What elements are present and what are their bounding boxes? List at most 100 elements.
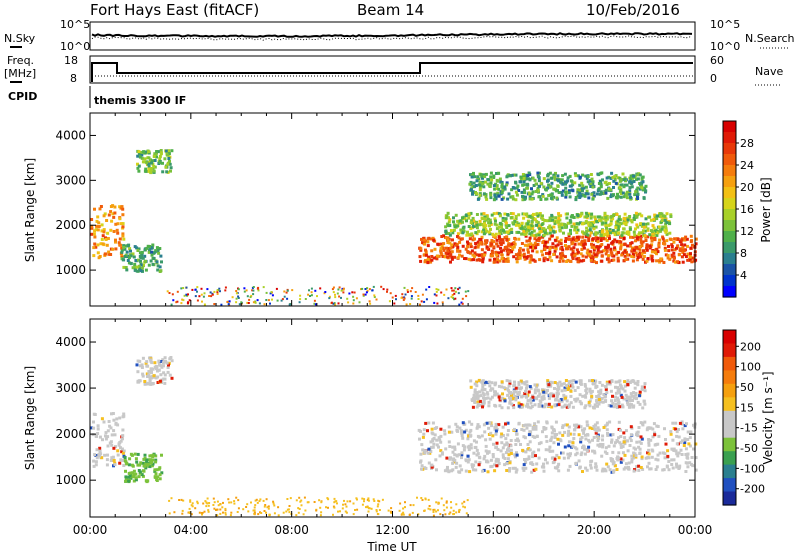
echo-cell bbox=[563, 225, 567, 229]
echo-cell bbox=[604, 191, 608, 195]
echo-cell bbox=[448, 457, 452, 461]
echo-cell bbox=[556, 382, 559, 386]
echo-cell bbox=[567, 189, 571, 193]
echo-cell bbox=[576, 174, 580, 178]
echo-cell bbox=[196, 290, 198, 293]
echo-cell bbox=[545, 439, 549, 443]
echo-cell bbox=[622, 397, 626, 401]
echo-cell bbox=[496, 260, 500, 264]
echo-cell bbox=[522, 183, 526, 187]
echo-cell bbox=[510, 231, 514, 234]
echo-cell bbox=[648, 215, 652, 219]
echo-cell bbox=[487, 230, 491, 234]
echo-cell bbox=[163, 381, 167, 385]
echo-cell bbox=[440, 497, 443, 500]
echo-cell bbox=[117, 442, 121, 446]
echo-cell bbox=[386, 290, 388, 293]
echo-cell bbox=[218, 287, 221, 290]
echo-cell bbox=[94, 463, 98, 467]
echo-cell bbox=[488, 185, 492, 188]
echo-cell bbox=[637, 426, 641, 429]
echo-cell bbox=[233, 502, 236, 505]
echo-cell bbox=[561, 259, 565, 263]
echo-cell bbox=[587, 196, 591, 200]
echo-cell bbox=[473, 185, 477, 189]
echo-cell bbox=[361, 287, 364, 290]
echo-cell bbox=[191, 502, 194, 505]
echo-cell bbox=[518, 180, 522, 184]
echo-cell bbox=[688, 444, 692, 448]
echo-cell bbox=[526, 222, 530, 226]
echo-cell bbox=[439, 427, 443, 431]
echo-cell bbox=[237, 288, 240, 291]
echo-cell bbox=[513, 427, 516, 431]
echo-cell bbox=[467, 216, 471, 220]
echo-cell bbox=[561, 174, 565, 178]
echo-cell bbox=[460, 453, 464, 457]
echo-cell bbox=[616, 439, 620, 443]
echo-cell bbox=[595, 434, 599, 438]
echo-cell bbox=[178, 499, 181, 501]
echo-cell bbox=[521, 248, 525, 252]
echo-cell bbox=[521, 173, 525, 176]
echo-cell bbox=[533, 383, 537, 387]
echo-cell bbox=[509, 439, 513, 442]
echo-cell bbox=[453, 453, 457, 457]
echo-cell bbox=[595, 192, 599, 196]
echo-cell bbox=[491, 232, 495, 236]
echo-cell bbox=[494, 429, 498, 433]
echo-cell bbox=[520, 395, 524, 399]
echo-cell bbox=[119, 446, 122, 450]
echo-cell bbox=[444, 251, 448, 255]
echo-cell bbox=[630, 458, 634, 461]
echo-cell bbox=[530, 216, 534, 219]
echo-cell bbox=[524, 213, 528, 216]
echo-cell bbox=[573, 228, 577, 232]
echo-cell bbox=[615, 468, 619, 471]
echo-cell bbox=[110, 456, 114, 460]
echo-cell bbox=[462, 229, 466, 233]
colorbar-tick-label: -15 bbox=[740, 422, 758, 435]
echo-cell bbox=[168, 373, 172, 377]
echo-cell bbox=[636, 192, 640, 196]
echo-cell bbox=[607, 254, 610, 258]
echo-cell bbox=[500, 257, 504, 261]
echo-cell bbox=[569, 228, 572, 232]
echo-cell bbox=[547, 252, 551, 256]
echo-cell bbox=[454, 422, 458, 426]
echo-cell bbox=[135, 460, 139, 464]
echo-cell bbox=[466, 245, 470, 249]
echo-cell bbox=[514, 396, 518, 400]
y-tick-label: 3000 bbox=[55, 381, 86, 395]
echo-cell bbox=[438, 454, 442, 458]
echo-cell bbox=[616, 401, 620, 405]
echo-cell bbox=[482, 212, 486, 216]
echo-cell bbox=[219, 512, 222, 515]
echo-cell bbox=[152, 155, 156, 158]
echo-cell bbox=[524, 234, 528, 238]
echo-cell bbox=[167, 363, 170, 367]
echo-cell bbox=[508, 469, 511, 473]
echo-cell bbox=[584, 192, 588, 196]
echo-cell bbox=[382, 288, 385, 291]
echo-cell bbox=[638, 390, 642, 394]
echo-cell bbox=[585, 251, 589, 255]
echo-cell bbox=[626, 253, 630, 257]
echo-cell bbox=[135, 363, 139, 367]
echo-cell bbox=[585, 387, 589, 391]
echo-cell bbox=[612, 258, 616, 262]
echo-cell bbox=[495, 392, 499, 396]
echo-cell bbox=[625, 183, 629, 187]
echo-cell bbox=[571, 257, 575, 260]
echo-cell bbox=[527, 239, 531, 243]
echo-cell bbox=[560, 451, 564, 455]
colorbar-segment bbox=[723, 220, 736, 232]
echo-cell bbox=[650, 254, 654, 258]
echo-cell bbox=[328, 295, 331, 298]
echo-cell bbox=[584, 404, 588, 408]
echo-cell bbox=[498, 404, 502, 408]
echo-cell bbox=[140, 250, 144, 254]
echo-cell bbox=[644, 235, 648, 239]
echo-cell bbox=[555, 236, 559, 240]
echo-cell bbox=[206, 288, 209, 291]
